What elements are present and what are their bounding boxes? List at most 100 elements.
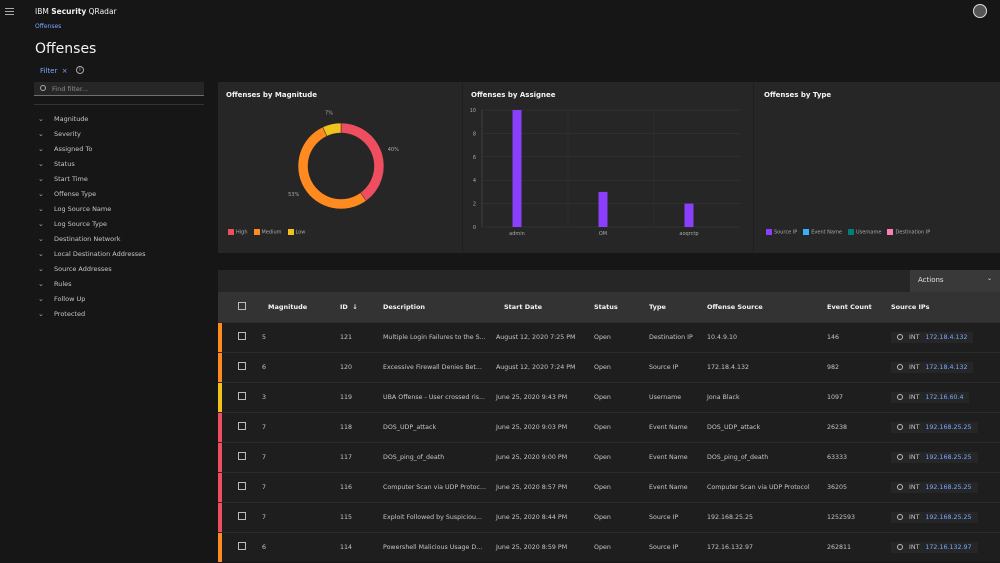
cell-description[interactable]: Powershell Malicious Usage D... <box>383 531 496 562</box>
breadcrumb[interactable]: Offenses <box>35 23 62 30</box>
close-icon[interactable]: × <box>61 67 68 75</box>
col-event-count[interactable]: Event Count <box>821 292 891 322</box>
ip-tag[interactable]: INT 172.16.132.97 <box>891 541 978 553</box>
cell-description[interactable]: Excessive Firewall Denies Bet... <box>383 351 496 382</box>
table-row[interactable]: 6 120 Excessive Firewall Denies Bet... A… <box>218 351 1000 382</box>
ip-link[interactable]: 172.16.60.4 <box>925 393 964 401</box>
table-toolbar: Actions ⌄ <box>218 270 1000 292</box>
filter-item[interactable]: ⌄ Status <box>38 156 146 171</box>
cell-id[interactable]: 119 <box>340 381 383 412</box>
legend-swatch <box>847 229 854 235</box>
ip-tag[interactable]: INT 192.168.25.25 <box>891 511 978 523</box>
cell-description[interactable]: DOS_ping_of_death <box>383 441 496 472</box>
magnitude-color-bar <box>218 321 222 352</box>
cell-description[interactable]: Exploit Followed by Suspiciou... <box>383 501 496 532</box>
ip-tag[interactable]: INT 172.18.4.132 <box>891 361 974 373</box>
col-description[interactable]: Description <box>383 292 496 322</box>
filter-item[interactable]: ⌄ Destination Network <box>38 231 146 246</box>
legend-item[interactable]: Username <box>847 229 881 236</box>
row-checkbox[interactable] <box>222 471 262 502</box>
legend-item[interactable]: Destination IP <box>887 229 930 236</box>
row-checkbox[interactable] <box>222 501 262 532</box>
info-icon[interactable]: i <box>76 66 84 74</box>
filter-item[interactable]: ⌄ Source Addresses <box>38 261 146 276</box>
legend-item[interactable]: High <box>228 229 248 236</box>
filter-item[interactable]: ⌄ Local Destination Addresses <box>38 246 146 261</box>
table-row[interactable]: 3 119 UBA Offense - User crossed ris... … <box>218 381 1000 412</box>
filter-item[interactable]: ⌄ Severity <box>38 126 146 141</box>
ip-tag[interactable]: INT 172.18.4.132 <box>891 331 974 343</box>
ip-tag[interactable]: INT 172.16.60.4 <box>891 391 970 403</box>
ip-link[interactable]: 172.18.4.132 <box>925 333 968 341</box>
ip-link[interactable]: 192.168.25.25 <box>925 423 972 431</box>
cell-id[interactable]: 115 <box>340 501 383 532</box>
ip-link[interactable]: 192.168.25.25 <box>925 453 972 461</box>
col-source-ips[interactable]: Source IPs <box>891 292 1000 322</box>
col-type[interactable]: Type <box>649 292 707 322</box>
cell-event-count: 1252593 <box>821 501 891 532</box>
cell-id[interactable]: 121 <box>340 321 383 352</box>
filter-item[interactable]: ⌄ Assigned To <box>38 141 146 156</box>
chevron-down-icon: ⌄ <box>38 264 44 273</box>
cell-description[interactable]: Computer Scan via UDP Protoc... <box>383 471 496 502</box>
table-row[interactable]: 7 115 Exploit Followed by Suspiciou... J… <box>218 501 1000 532</box>
sort-arrow-down-icon[interactable]: ↓ <box>352 302 358 311</box>
legend-item[interactable]: Event Name <box>803 229 842 236</box>
menu-icon[interactable] <box>5 8 14 15</box>
cell-id[interactable]: 120 <box>340 351 383 382</box>
select-all-checkbox[interactable] <box>222 292 262 322</box>
ip-link[interactable]: 172.18.4.132 <box>925 363 968 371</box>
row-checkbox[interactable] <box>222 441 262 472</box>
chart-title: Offenses by Assignee <box>471 91 556 99</box>
col-id[interactable]: ID ↓ <box>340 292 383 322</box>
filter-item[interactable]: ⌄ Log Source Type <box>38 216 146 231</box>
cell-description[interactable]: DOS_UDP_attack <box>383 411 496 442</box>
row-checkbox[interactable] <box>222 531 262 562</box>
filter-tag[interactable]: Filter × <box>40 67 68 75</box>
legend-item[interactable]: Source IP <box>766 229 797 236</box>
row-checkbox[interactable] <box>222 381 262 412</box>
filter-item[interactable]: ⌄ Protected <box>38 306 146 321</box>
cell-id[interactable]: 117 <box>340 441 383 472</box>
ip-link[interactable]: 192.168.25.25 <box>925 483 972 491</box>
ip-link[interactable]: 192.168.25.25 <box>925 513 972 521</box>
ip-link[interactable]: 172.16.132.97 <box>925 543 972 551</box>
ip-tag[interactable]: INT 192.168.25.25 <box>891 421 978 433</box>
divider <box>34 104 204 105</box>
col-magnitude[interactable]: Magnitude <box>262 292 340 322</box>
cell-description[interactable]: Multiple Login Failures to the S... <box>383 321 496 352</box>
chevron-down-icon: ⌄ <box>38 204 44 213</box>
legend-label: Destination IP <box>895 229 931 236</box>
ip-tag[interactable]: INT 192.168.25.25 <box>891 451 978 463</box>
find-filter-input[interactable]: Find filter... <box>34 82 204 96</box>
row-checkbox[interactable] <box>222 321 262 352</box>
table-row[interactable]: 7 118 DOS_UDP_attack June 25, 2020 9:03 … <box>218 411 1000 442</box>
filter-item[interactable]: ⌄ Offense Type <box>38 186 146 201</box>
magnitude-color-bar <box>218 381 222 412</box>
filter-item[interactable]: ⌄ Log Source Name <box>38 201 146 216</box>
row-checkbox[interactable] <box>222 411 262 442</box>
cell-id[interactable]: 116 <box>340 471 383 502</box>
col-start-date[interactable]: Start Date <box>496 292 594 322</box>
filter-item-label: Log Source Type <box>54 219 107 228</box>
row-checkbox[interactable] <box>222 351 262 382</box>
col-offense-source[interactable]: Offense Source <box>707 292 821 322</box>
cell-id[interactable]: 118 <box>340 411 383 442</box>
cell-status: Open <box>594 411 649 442</box>
cell-id[interactable]: 114 <box>340 531 383 562</box>
table-row[interactable]: 5 121 Multiple Login Failures to the S..… <box>218 321 1000 352</box>
legend-item[interactable]: Low <box>287 229 305 236</box>
table-row[interactable]: 7 117 DOS_ping_of_death June 25, 2020 9:… <box>218 441 1000 472</box>
filter-item[interactable]: ⌄ Magnitude <box>38 111 146 126</box>
actions-dropdown[interactable]: Actions ⌄ <box>910 270 1000 292</box>
legend-item[interactable]: Medium <box>253 229 282 236</box>
filter-item[interactable]: ⌄ Rules <box>38 276 146 291</box>
user-avatar-icon[interactable] <box>973 4 987 18</box>
col-status[interactable]: Status <box>594 292 649 322</box>
filter-item[interactable]: ⌄ Follow Up <box>38 291 146 306</box>
filter-item[interactable]: ⌄ Start Time <box>38 171 146 186</box>
table-row[interactable]: 6 114 Powershell Malicious Usage D... Ju… <box>218 531 1000 562</box>
table-row[interactable]: 7 116 Computer Scan via UDP Protoc... Ju… <box>218 471 1000 502</box>
ip-tag[interactable]: INT 192.168.25.25 <box>891 481 978 493</box>
cell-description[interactable]: UBA Offense - User crossed ris... <box>383 381 496 412</box>
